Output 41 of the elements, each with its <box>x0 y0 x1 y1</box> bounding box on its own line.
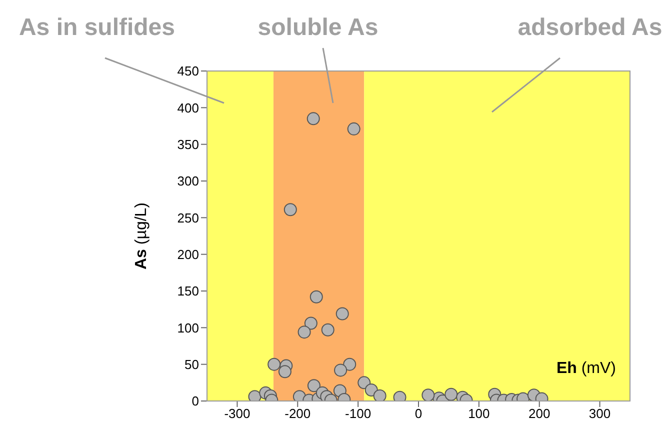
y-tick-label: 50 <box>184 356 199 372</box>
y-tick-label: 100 <box>177 320 199 336</box>
point <box>347 122 360 136</box>
x-tick-label: 0 <box>414 406 422 422</box>
x-tick-label: 200 <box>528 406 550 422</box>
point <box>444 388 458 401</box>
y-tick-label: 450 <box>177 64 199 79</box>
point <box>334 364 348 377</box>
point <box>248 390 262 401</box>
x-tick-label: 100 <box>468 406 490 422</box>
point <box>292 390 306 401</box>
y-tick-label: 300 <box>177 174 199 189</box>
y-axis-title: As (µg/L) <box>133 202 150 270</box>
point <box>310 290 323 304</box>
point <box>343 358 356 371</box>
point <box>307 379 320 392</box>
x-tick-label: -100 <box>345 406 372 422</box>
y-tick-label: 400 <box>177 100 199 116</box>
point <box>373 389 386 401</box>
point <box>321 323 334 336</box>
point <box>336 307 349 320</box>
y-tick-label: 0 <box>192 394 199 409</box>
point <box>306 112 320 126</box>
band-label: soluble As <box>258 14 378 41</box>
x-tick-label: 300 <box>588 406 611 422</box>
y-tick-label: 350 <box>177 136 199 152</box>
band-label: As in sulfides <box>18 14 176 41</box>
x-tick-label: -300 <box>224 406 250 422</box>
point <box>284 203 297 216</box>
point <box>422 388 435 401</box>
point <box>278 365 292 378</box>
y-tick-label: 150 <box>177 284 199 299</box>
point <box>298 326 311 339</box>
band-label: adsorbed As <box>518 14 662 41</box>
y-tick-label: 250 <box>177 210 199 226</box>
point <box>268 358 281 371</box>
x-axis-title: Eh (mV) <box>556 360 616 377</box>
y-tick-label: 200 <box>177 246 199 262</box>
point <box>304 316 318 330</box>
point <box>364 384 378 396</box>
x-tick-label: -200 <box>284 406 311 422</box>
